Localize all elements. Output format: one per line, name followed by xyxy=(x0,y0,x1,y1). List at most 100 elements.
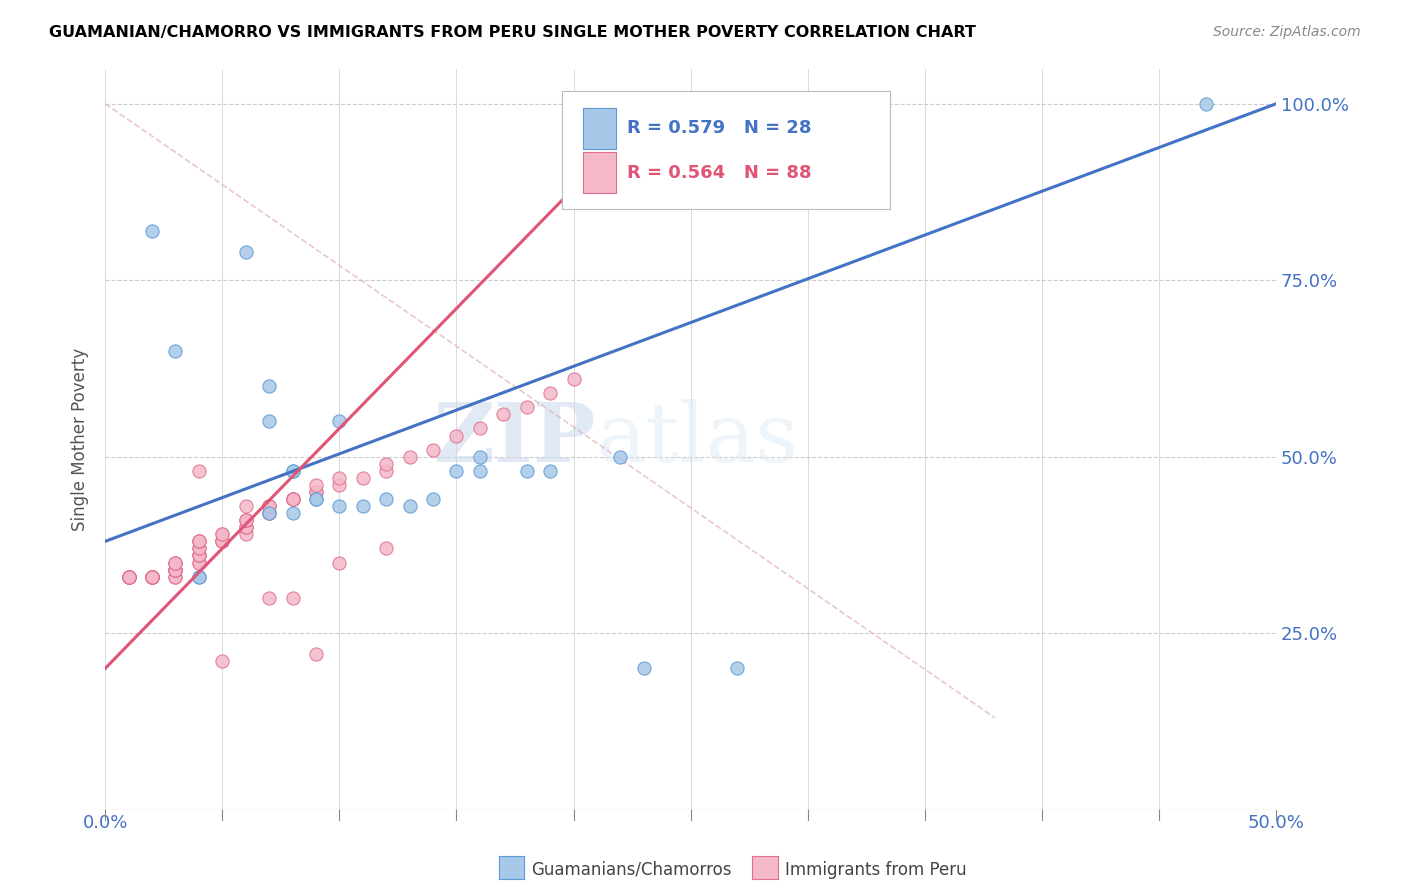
Point xyxy=(281,506,304,520)
Point xyxy=(187,534,209,549)
Point xyxy=(468,421,491,435)
Point xyxy=(305,491,328,506)
Point xyxy=(235,513,257,527)
Point xyxy=(257,506,280,520)
Text: R = 0.579   N = 28: R = 0.579 N = 28 xyxy=(627,120,811,137)
Point xyxy=(446,428,468,442)
Point xyxy=(141,569,163,583)
Point xyxy=(235,499,257,513)
Point xyxy=(117,569,139,583)
Point xyxy=(235,513,257,527)
Point xyxy=(257,499,280,513)
Point xyxy=(141,569,163,583)
Point xyxy=(141,224,163,238)
Point xyxy=(211,534,233,549)
Point xyxy=(281,464,304,478)
Point xyxy=(305,647,328,661)
Point xyxy=(305,478,328,492)
Point xyxy=(141,569,163,583)
Point xyxy=(141,569,163,583)
Point xyxy=(141,569,163,583)
Text: ZIP: ZIP xyxy=(434,399,598,479)
Point xyxy=(141,569,163,583)
Point xyxy=(187,569,209,583)
Point xyxy=(165,563,187,577)
Point xyxy=(165,563,187,577)
Point xyxy=(165,556,187,570)
Point xyxy=(328,471,350,485)
Point xyxy=(187,549,209,563)
Point xyxy=(235,245,257,260)
Point xyxy=(117,569,139,583)
Point xyxy=(165,556,187,570)
Point xyxy=(328,478,350,492)
Point xyxy=(1195,96,1218,111)
Point xyxy=(165,343,187,358)
Point xyxy=(281,591,304,605)
Point xyxy=(257,499,280,513)
Text: Guamanians/Chamorros: Guamanians/Chamorros xyxy=(531,861,733,879)
Point xyxy=(141,569,163,583)
FancyBboxPatch shape xyxy=(562,91,890,210)
Point xyxy=(187,464,209,478)
Point xyxy=(281,491,304,506)
Point xyxy=(117,569,139,583)
Point xyxy=(633,661,655,675)
Point xyxy=(187,534,209,549)
FancyBboxPatch shape xyxy=(583,108,616,149)
Point xyxy=(257,506,280,520)
Point xyxy=(609,450,631,464)
Y-axis label: Single Mother Poverty: Single Mother Poverty xyxy=(72,348,89,531)
Point xyxy=(165,563,187,577)
Point xyxy=(187,549,209,563)
Point xyxy=(117,569,139,583)
Point xyxy=(562,372,585,386)
Point xyxy=(468,464,491,478)
Point xyxy=(141,569,163,583)
Point xyxy=(725,661,748,675)
Point xyxy=(281,491,304,506)
Point xyxy=(165,556,187,570)
Point xyxy=(328,499,350,513)
Point xyxy=(187,556,209,570)
Point xyxy=(117,569,139,583)
Point xyxy=(257,591,280,605)
Point xyxy=(211,527,233,541)
Point xyxy=(516,464,538,478)
Point xyxy=(165,569,187,583)
Point xyxy=(375,457,398,471)
Point xyxy=(257,499,280,513)
Point xyxy=(422,442,444,457)
Point xyxy=(141,569,163,583)
Point xyxy=(305,485,328,500)
Point xyxy=(211,527,233,541)
Point xyxy=(257,506,280,520)
Point xyxy=(165,563,187,577)
Point xyxy=(117,569,139,583)
Point xyxy=(165,569,187,583)
Point xyxy=(141,569,163,583)
Point xyxy=(117,569,139,583)
Text: atlas: atlas xyxy=(598,399,799,479)
Point xyxy=(257,414,280,428)
Point xyxy=(281,491,304,506)
Point xyxy=(375,491,398,506)
Point xyxy=(117,569,139,583)
Point xyxy=(538,386,561,401)
Point xyxy=(328,414,350,428)
Text: GUAMANIAN/CHAMORRO VS IMMIGRANTS FROM PERU SINGLE MOTHER POVERTY CORRELATION CHA: GUAMANIAN/CHAMORRO VS IMMIGRANTS FROM PE… xyxy=(49,25,976,40)
Point xyxy=(235,513,257,527)
Point xyxy=(235,520,257,534)
Point xyxy=(398,499,420,513)
Point xyxy=(516,401,538,415)
Point xyxy=(538,464,561,478)
Text: R = 0.564   N = 88: R = 0.564 N = 88 xyxy=(627,163,813,182)
Point xyxy=(187,541,209,556)
Point xyxy=(328,556,350,570)
Point xyxy=(305,491,328,506)
Point xyxy=(187,556,209,570)
Point xyxy=(211,534,233,549)
Point xyxy=(141,569,163,583)
Point xyxy=(352,471,374,485)
Point xyxy=(187,549,209,563)
